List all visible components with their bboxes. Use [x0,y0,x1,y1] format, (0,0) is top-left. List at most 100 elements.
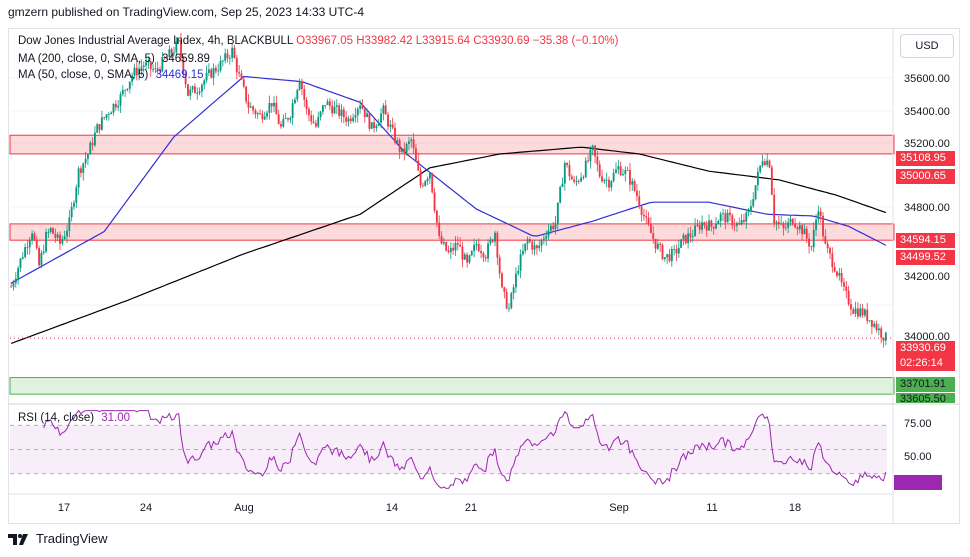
candle-body [663,257,666,260]
candle-body [489,239,492,244]
candle-body [822,215,824,237]
candle-body [210,69,213,78]
candle-body [196,93,199,94]
candle-body [268,103,271,113]
candle-body [17,268,20,279]
candle-body [743,220,745,222]
candle-body [494,232,496,242]
candle-body [359,105,362,109]
ma200-value: 34659.89 [161,53,210,65]
candle-body [749,206,752,212]
candle-body [647,217,650,225]
candle-body [766,160,769,165]
candle-body [668,254,671,262]
candle-body [594,145,596,157]
candle-body [503,287,506,292]
candle-body [724,213,727,223]
candle-body [480,251,482,254]
candle-body [124,89,127,91]
candle-body [242,79,245,87]
legend-rsi-row[interactable]: RSI (14, close) 31.00 [18,412,130,424]
ohlc-high: H33982.42 [356,35,413,47]
candle-body [345,117,348,122]
candle-body [533,245,536,250]
candle-body [247,101,250,108]
candle-body [159,69,161,72]
candle-body [789,218,792,223]
candle-body [352,117,355,122]
candle-body [310,115,313,122]
candle-body [280,124,282,127]
candle-body [435,210,438,223]
candle-body [852,309,855,314]
legend-ma200-row[interactable]: MA (200, close, 0, SMA, 5) 34659.89 [18,53,210,65]
y-tick-label: 35200.00 [904,138,950,150]
candle-body [382,105,385,114]
candle-body [759,165,762,172]
tag-upper-bottom: 35000.65 [896,169,955,184]
ohlc-change: −35.38 (−0.10%) [532,35,619,47]
candle-body [131,75,134,82]
candle-body [361,105,364,109]
currency-button[interactable]: USD [900,34,954,58]
footer-brand[interactable]: TradingView [8,531,108,546]
ohlc-low: L33915.64 [415,35,471,47]
candle-body [659,243,662,245]
ma200-line [10,146,887,344]
candle-body [491,239,494,242]
candle-body [384,105,387,115]
candle-body [194,86,196,94]
candle-body [140,67,143,69]
candle-body [328,101,331,106]
ma50-line [10,75,887,284]
candle-body [389,124,392,127]
candle-body [189,89,192,96]
tag-support-bottom: 33605.50 [896,393,955,403]
candle-body [568,165,571,177]
candle-body [426,178,429,182]
candle-body [682,234,685,240]
candle-body [321,105,324,112]
candle-body [252,106,255,111]
candle-body [624,170,627,175]
candle-body [882,337,885,341]
candle-body [77,168,80,188]
x-tick-label: 21 [465,502,477,514]
candle-body [466,254,469,263]
candle-body [652,233,655,239]
tag-countdown: 02:26:14 [896,356,955,371]
candle-body [305,99,308,109]
candle-body [135,67,138,76]
x-tick-label: 17 [58,502,70,514]
candle-body [601,176,603,182]
y-tick-label: 34000.00 [904,331,950,343]
tag-mid-bottom: 34499.52 [896,250,955,265]
candle-body [768,160,771,168]
candle-body [198,91,201,94]
candle-body [843,282,845,287]
candle-body [845,286,848,291]
candle-body [26,247,29,248]
candle-body [745,212,748,222]
candle-body [110,112,113,115]
candle-body [819,211,822,216]
candle-body [233,47,236,58]
ma200-label: MA (200, close, 0, SMA, 5) [18,53,155,65]
candle-body [12,283,15,287]
candle-body [324,104,327,106]
candle-body [170,49,173,54]
candle-body [535,245,538,249]
candle-body [698,225,701,230]
candle-body [163,57,166,59]
x-tick-label: Sep [609,502,629,514]
legend-ma50-row[interactable]: MA (50, close, 0, SMA, 5) 34469.15 [18,69,204,81]
candle-body [177,39,180,42]
candle-body [540,240,543,246]
candle-body [701,222,703,230]
candle-body [410,139,413,142]
candle-body [501,273,503,288]
candle-body [103,117,106,119]
candle-body [805,228,808,239]
candle-body [470,251,473,256]
